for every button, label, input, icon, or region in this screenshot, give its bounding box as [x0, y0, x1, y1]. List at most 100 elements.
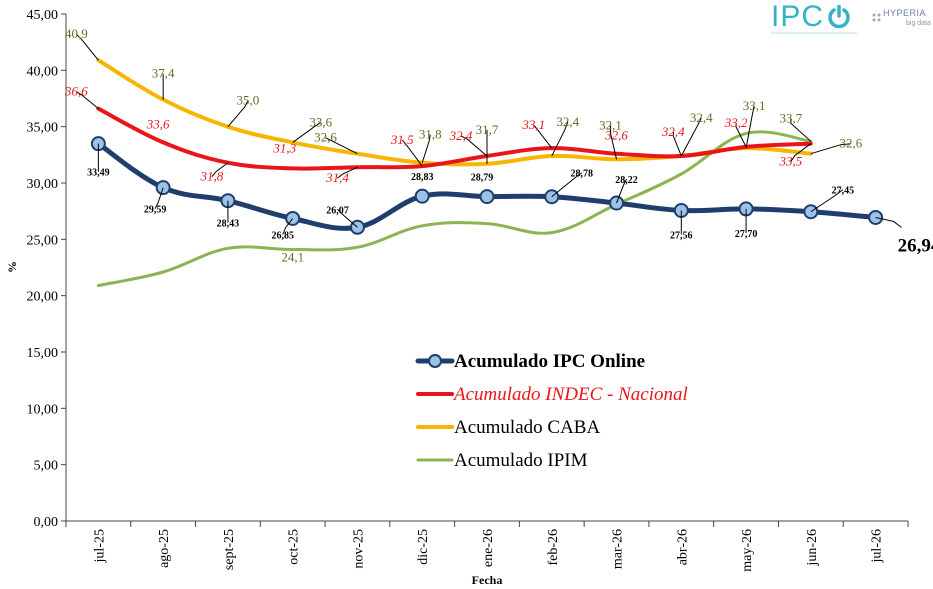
data-label-leader: [745, 105, 755, 149]
partner-icon: [872, 9, 881, 22]
data-label: 37,4: [152, 66, 175, 81]
data-label-leader: [810, 143, 851, 155]
data-label: 33,2: [724, 115, 748, 130]
y-tick-label: 15,00: [27, 346, 59, 361]
data-label: 31,5: [390, 132, 414, 147]
data-label-leader: [610, 125, 618, 160]
data-label: 31,3: [272, 140, 296, 155]
x-tick-label: jul-25: [92, 529, 107, 563]
data-label-leader: [282, 218, 294, 235]
data-label: 32,1: [599, 117, 622, 132]
y-tick-label: 35,00: [27, 121, 59, 136]
data-label: 31,7: [476, 122, 499, 137]
data-label: 32,6: [314, 130, 337, 145]
data-label-leader: [154, 187, 164, 209]
x-tick-label: may-26: [740, 529, 755, 572]
series-lines: [90, 58, 884, 288]
data-labels: 33,49 29,59 28,43 26,85 26,07 28,83 28,79 28,78…: [64, 26, 933, 264]
data-label-leader: [337, 208, 358, 228]
logo-text: IPC: [771, 0, 825, 33]
data-label: 27,56: [670, 230, 693, 241]
data-label: 33,7: [779, 110, 802, 125]
data-label-leader: [810, 189, 844, 213]
data-label-leader: [211, 162, 229, 178]
data-label: 31,8: [419, 127, 442, 142]
data-label: 27,45: [832, 186, 855, 197]
data-label-leader: [533, 124, 553, 149]
data-label-leader: [875, 216, 902, 228]
legend-label: Acumulado IPC Online: [454, 351, 645, 372]
data-label: 33,49: [87, 168, 110, 179]
x-tick-label: sept-25: [222, 529, 237, 570]
data-label: 35,0: [237, 93, 260, 108]
legend-marker: [428, 354, 442, 368]
data-label-leader: [616, 178, 627, 204]
data-point-marker: [414, 188, 430, 204]
x-tick-label: feb-26: [546, 529, 561, 566]
x-tick-label: ago-25: [157, 529, 172, 568]
data-label: 33,6: [309, 114, 332, 129]
data-label: 33,5: [778, 154, 802, 169]
data-label: 31,8: [200, 169, 224, 184]
data-label: 32,4: [661, 124, 685, 139]
data-label: 29,59: [144, 205, 167, 216]
partner-sub: big data: [906, 20, 931, 27]
data-label: 32,4: [556, 114, 579, 129]
data-label-leader: [790, 143, 812, 162]
data-label-leader: [325, 137, 358, 155]
data-label: 32,4: [449, 128, 473, 143]
data-label-leader: [292, 122, 321, 143]
data-label-leader: [401, 139, 423, 167]
y-tick-label: 45,00: [27, 8, 59, 23]
data-label: 28,83: [411, 172, 434, 183]
series-line-acumulado-ipim: [96, 130, 813, 288]
data-label-leader: [227, 100, 249, 127]
data-label-leader: [460, 135, 488, 157]
partner-logo: HYPERIA big data: [872, 6, 932, 34]
data-label-leader: [735, 122, 747, 148]
legend-label: Acumulado CABA: [454, 417, 600, 438]
y-axis-title: %: [5, 261, 19, 273]
data-label: 26,94: [898, 235, 933, 256]
data-label: 33,1: [521, 117, 545, 132]
data-label: 28,22: [615, 175, 638, 186]
data-label: 32,4: [690, 110, 713, 125]
data-label: 24,1: [281, 249, 304, 264]
data-label: 26,85: [271, 230, 294, 241]
logo-tagline: [771, 32, 857, 34]
series-line-acumulado-indec-nacional: [96, 106, 813, 171]
data-label: 36,6: [64, 84, 88, 99]
data-label-leader: [421, 134, 431, 163]
data-label-leader: [790, 118, 812, 142]
y-tick-label: 0,00: [34, 515, 59, 530]
x-tick-label: jun-26: [805, 529, 820, 567]
x-tick-label: mar-26: [611, 529, 626, 569]
data-label-leader: [551, 172, 583, 198]
y-tick-label: 30,00: [27, 177, 59, 192]
power-icon: [827, 4, 851, 29]
x-tick-label: jul-26: [870, 529, 885, 563]
data-label-leader: [672, 131, 682, 157]
data-label-leader: [680, 117, 702, 157]
data-label: 40,9: [65, 26, 88, 41]
y-tick-label: 25,00: [27, 233, 59, 248]
y-tick-label: 40,00: [27, 64, 59, 79]
axes: 0,00 5,00 10,00 15,00 20,00 25,00 30,00 35,00 40…: [5, 8, 909, 587]
data-label: 26,07: [326, 205, 349, 216]
data-label: 28,43: [217, 219, 240, 230]
data-label: 28,79: [471, 173, 494, 184]
data-point-marker: [479, 189, 495, 205]
data-label: 33,6: [146, 116, 170, 131]
y-tick-label: 20,00: [27, 290, 59, 305]
legend: Acumulado IPC Online Acumulado INDEC - Na…: [415, 351, 688, 471]
data-label: 31,4: [325, 170, 349, 185]
data-label-leader: [76, 33, 99, 61]
data-label-leader: [551, 121, 569, 157]
data-label-leader: [76, 91, 99, 110]
x-tick-label: dic-25: [416, 529, 431, 565]
y-tick-label: 5,00: [34, 459, 59, 474]
x-tick-label: nov-25: [351, 529, 366, 569]
legend-label: Acumulado INDEC - Nacional: [452, 384, 688, 405]
